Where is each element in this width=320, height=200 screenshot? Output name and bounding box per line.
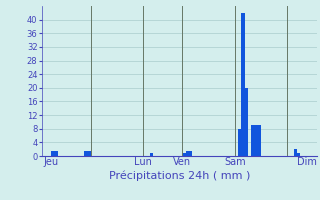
Bar (55, 151, 58, 156)
Bar (258, 125, 261, 156)
Bar (186, 151, 189, 156)
Bar (87, 151, 91, 156)
Bar (84, 151, 87, 156)
Bar (150, 153, 153, 156)
Bar (182, 153, 186, 156)
Bar (238, 129, 242, 156)
Bar (245, 88, 248, 156)
Bar (251, 125, 254, 156)
Bar (242, 13, 245, 156)
Bar (189, 151, 192, 156)
Bar (52, 151, 55, 156)
Bar (297, 153, 300, 156)
X-axis label: Précipitations 24h ( mm ): Précipitations 24h ( mm ) (108, 170, 250, 181)
Bar (254, 125, 258, 156)
Bar (294, 149, 297, 156)
